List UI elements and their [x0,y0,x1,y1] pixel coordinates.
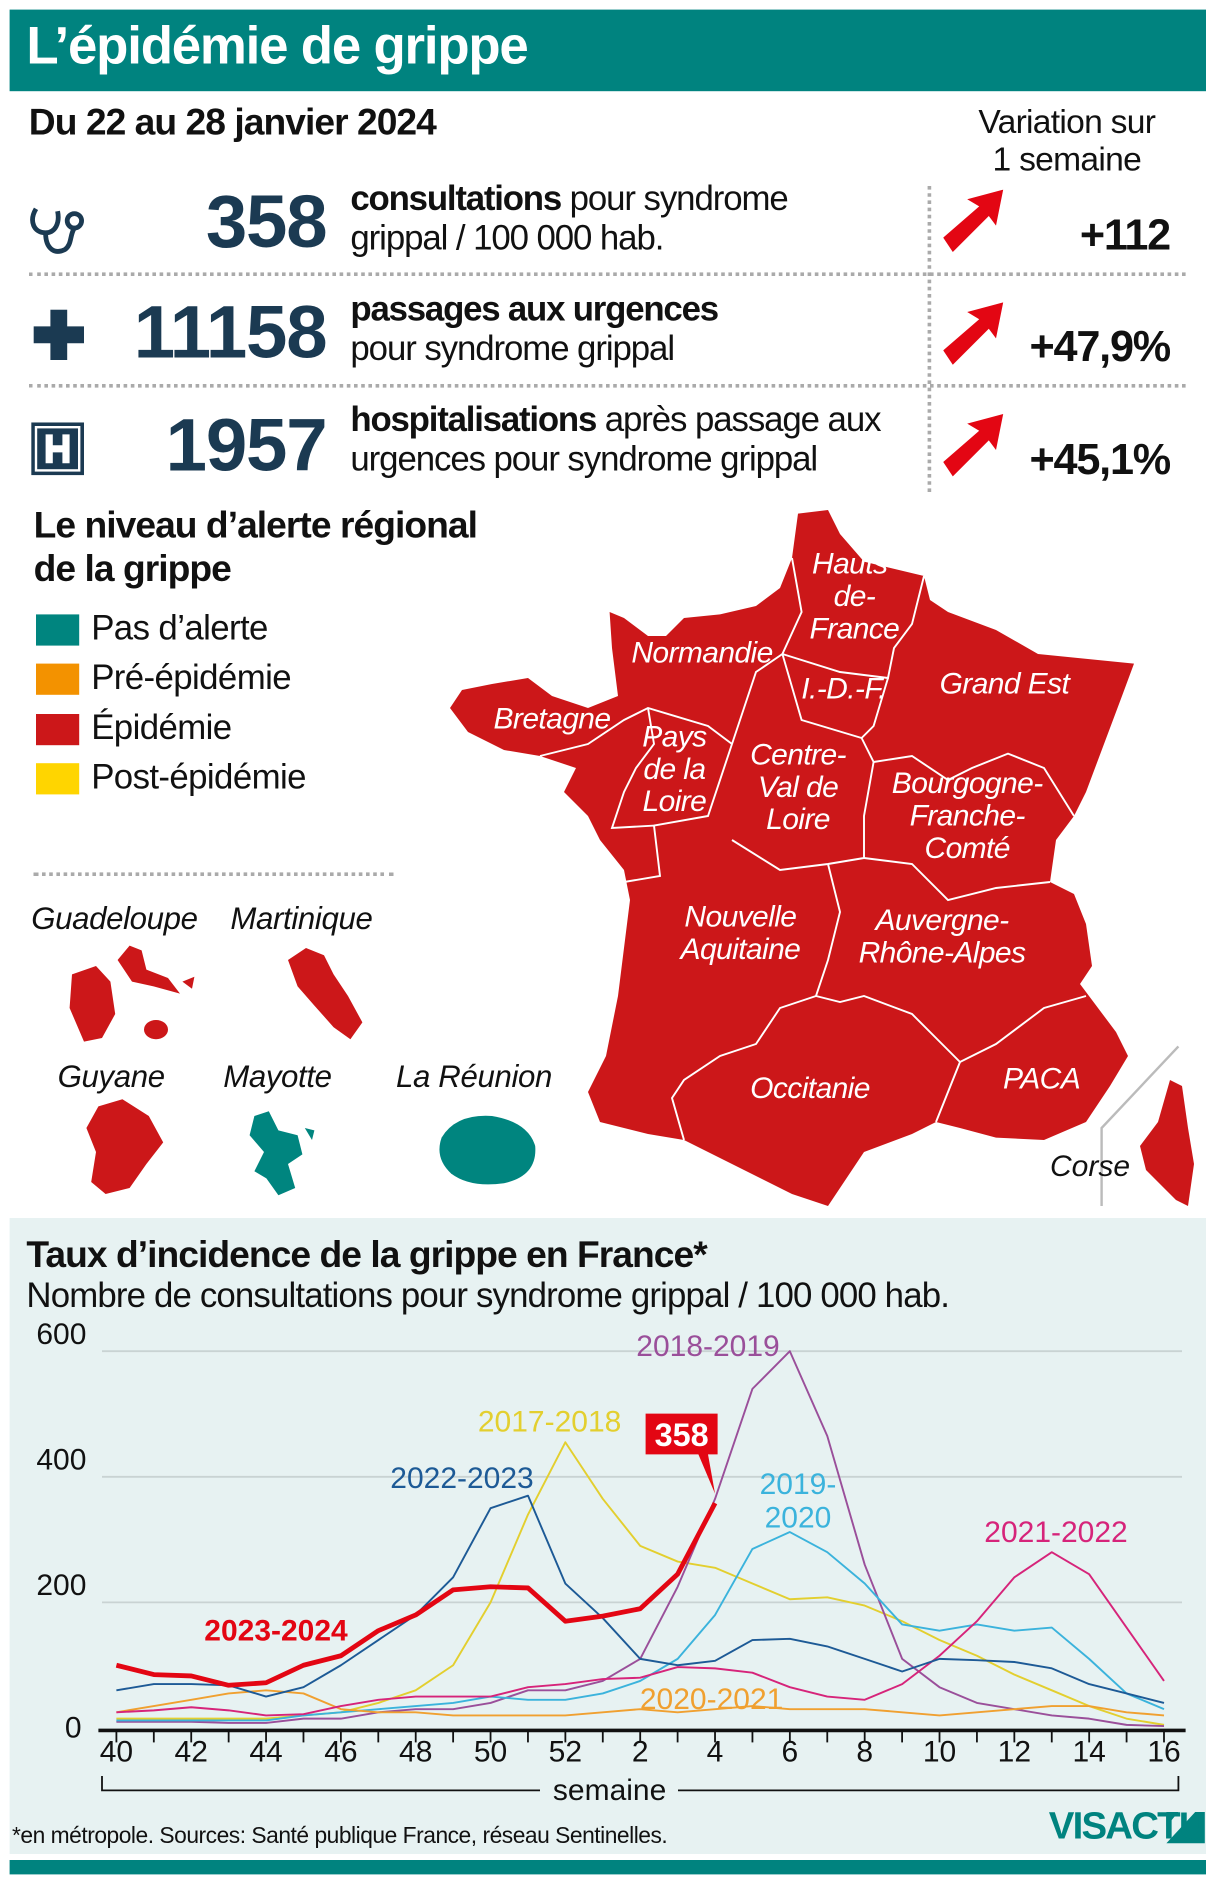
x-tick-label: 48 [399,1736,432,1769]
x-tick-label: 50 [474,1736,507,1769]
y-tick-label: 600 [36,1318,86,1351]
series-label: 2019- [760,1468,837,1501]
x-tick-label: 44 [249,1736,282,1769]
logo: VISACTU [1049,1804,1205,1848]
x-tick-label: 10 [923,1736,956,1769]
y-tick-label: 0 [65,1712,82,1745]
y-tick-label: 200 [36,1569,86,1602]
x-axis-label: semaine [553,1774,666,1807]
x-tick-label: 2 [632,1736,649,1769]
y-tick-label: 400 [36,1444,86,1477]
series-label: 2020 [765,1502,832,1535]
x-tick-label: 52 [549,1736,582,1769]
series-label: 2020-2021 [640,1683,783,1716]
series-line-2023-2024 [116,1503,715,1685]
bottom-banner [10,1860,1206,1874]
x-tick-label: 4 [707,1736,724,1769]
annotation-label: 358 [655,1417,709,1453]
series-label: 2021-2022 [984,1516,1127,1549]
series-label: 2022-2023 [390,1462,533,1495]
x-tick-label: 16 [1147,1736,1180,1769]
x-tick-label: 12 [998,1736,1031,1769]
x-tick-label: 6 [782,1736,799,1769]
series-label: 2018-2019 [636,1330,779,1363]
x-tick-label: 40 [100,1736,133,1769]
x-tick-label: 14 [1072,1736,1105,1769]
x-tick-label: 8 [856,1736,873,1769]
series-label: 2023-2024 [204,1614,348,1647]
footnote: *en métropole. Sources: Santé publique F… [12,1824,667,1850]
x-tick-label: 42 [175,1736,208,1769]
series-label: 2017-2018 [478,1406,621,1439]
x-tick-label: 46 [324,1736,357,1769]
